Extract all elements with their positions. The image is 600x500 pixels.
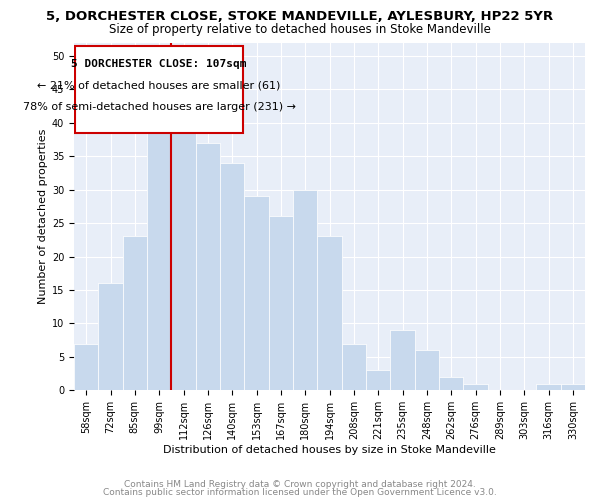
Bar (560, 384, 585, 390)
Bar (463, 384, 488, 390)
Bar (415, 350, 439, 391)
Bar (341, 344, 366, 390)
Bar (220, 163, 244, 390)
Bar (122, 236, 147, 390)
Bar (147, 110, 172, 390)
Text: Size of property relative to detached houses in Stoke Mandeville: Size of property relative to detached ho… (109, 22, 491, 36)
Text: Contains HM Land Registry data © Crown copyright and database right 2024.: Contains HM Land Registry data © Crown c… (124, 480, 476, 489)
Bar (172, 110, 196, 390)
Bar (220, 163, 244, 390)
Bar (560, 384, 585, 390)
Bar (317, 236, 341, 390)
Bar (366, 370, 391, 390)
Bar (439, 377, 463, 390)
Bar (366, 370, 391, 390)
Bar (196, 143, 220, 390)
Bar (269, 216, 293, 390)
Bar (415, 350, 439, 391)
Bar (391, 330, 415, 390)
Bar (536, 384, 560, 390)
Bar (536, 384, 560, 390)
Text: Contains public sector information licensed under the Open Government Licence v3: Contains public sector information licen… (103, 488, 497, 497)
Bar (244, 196, 269, 390)
Y-axis label: Number of detached properties: Number of detached properties (38, 128, 47, 304)
Bar (172, 110, 196, 390)
Text: 78% of semi-detached houses are larger (231) →: 78% of semi-detached houses are larger (… (23, 102, 296, 112)
Bar (463, 384, 488, 390)
Bar (98, 284, 122, 391)
Text: ← 21% of detached houses are smaller (61): ← 21% of detached houses are smaller (61… (37, 80, 281, 90)
Bar (74, 344, 98, 390)
Bar (439, 377, 463, 390)
Text: 5 DORCHESTER CLOSE: 107sqm: 5 DORCHESTER CLOSE: 107sqm (71, 59, 247, 69)
Bar (391, 330, 415, 390)
Bar (147, 110, 172, 390)
Bar (317, 236, 341, 390)
Bar (75, 46, 243, 133)
Text: 5, DORCHESTER CLOSE, STOKE MANDEVILLE, AYLESBURY, HP22 5YR: 5, DORCHESTER CLOSE, STOKE MANDEVILLE, A… (46, 10, 554, 23)
Bar (293, 190, 317, 390)
Bar (98, 284, 122, 391)
Bar (293, 190, 317, 390)
X-axis label: Distribution of detached houses by size in Stoke Mandeville: Distribution of detached houses by size … (163, 445, 496, 455)
Bar (122, 236, 147, 390)
Bar (341, 344, 366, 390)
Bar (74, 344, 98, 390)
Bar (269, 216, 293, 390)
Bar (244, 196, 269, 390)
Bar (196, 143, 220, 390)
